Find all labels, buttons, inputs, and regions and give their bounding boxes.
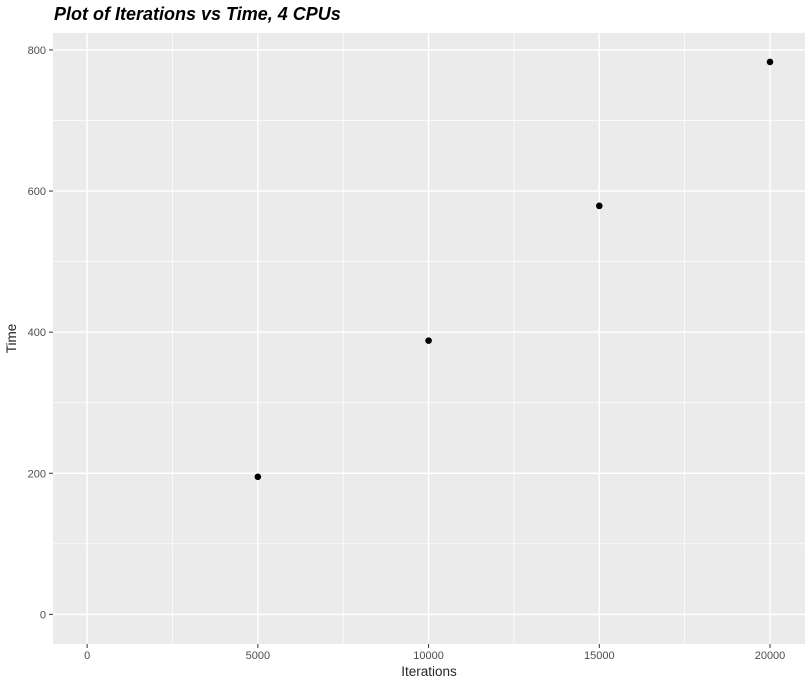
x-axis-title: Iterations [401, 664, 457, 679]
x-tick-label: 20000 [755, 650, 786, 662]
data-point [766, 58, 774, 66]
axis-tick-marks [49, 49, 771, 648]
x-tick-label: 5000 [246, 650, 270, 662]
data-point [425, 337, 432, 344]
x-tick-label: 10000 [413, 650, 444, 662]
y-axis-title: Time [4, 324, 19, 354]
data-point [595, 202, 603, 210]
y-tick-label: 400 [28, 327, 46, 339]
y-tick-label: 200 [28, 468, 46, 480]
y-tick-label: 800 [28, 45, 46, 57]
axis-tick-labels: 0 5000 10000 15000 20000 0 200 400 600 800 [28, 45, 786, 662]
x-tick-label: 15000 [584, 650, 615, 662]
data-points [254, 58, 774, 481]
gridlines-major [53, 33, 805, 644]
x-tick-label: 0 [84, 650, 90, 662]
y-tick-label: 600 [28, 186, 46, 198]
y-tick-label: 0 [40, 609, 46, 621]
chart-title: Plot of Iterations vs Time, 4 CPUs [54, 4, 341, 24]
data-point [254, 473, 262, 481]
